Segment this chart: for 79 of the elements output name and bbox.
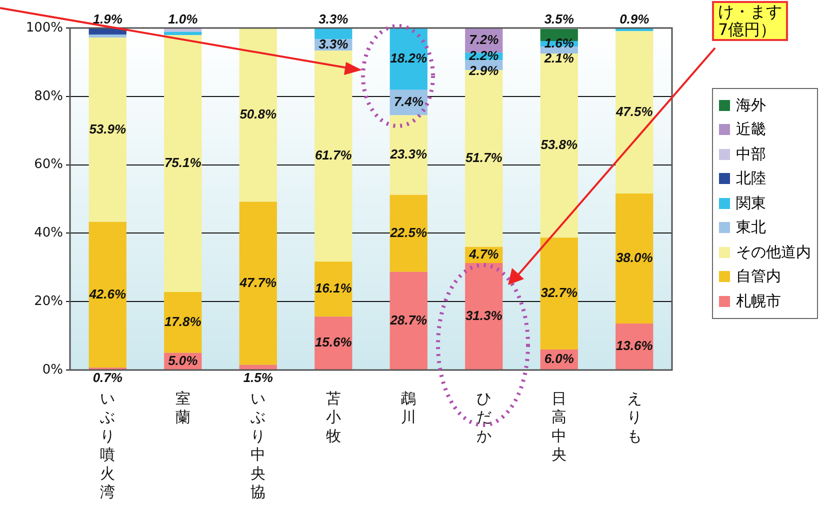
data-label: 3.3% [318,36,349,52]
bar [164,292,202,353]
data-label: 6.0% [544,351,574,366]
y-tick-label: 60% [34,157,63,172]
legend-label: 東北 [736,218,766,238]
data-label: 18.2% [390,50,428,66]
legend-label: 近畿 [736,120,766,140]
bar [616,194,654,324]
data-label: 23.3% [389,146,428,162]
bar [314,316,352,370]
data-label: 2.2% [468,48,500,63]
bar [239,364,277,370]
bar [314,262,352,317]
bar [540,54,578,238]
bar [540,238,578,350]
data-label: 7.4% [394,94,424,110]
bar [314,50,352,262]
legend-label: 中部 [736,144,766,164]
bar [239,202,277,365]
text: け・ます 7億円） [712,1,788,41]
bar [88,34,126,38]
legend-label: 海外 [736,96,766,115]
legend-label: 関東 [736,194,766,213]
data-label: 22.5% [389,224,428,240]
y-tick-label: 0% [42,362,63,378]
x-tick-label: 日高中央 [552,389,567,464]
data-label: 51.7% [465,150,503,166]
data-label: 13.6% [616,338,654,354]
data-label: 42.6% [88,286,126,302]
y-tick-label: 100% [26,20,63,36]
data-label: 1.9% [92,12,123,27]
bar [314,28,352,40]
x-tick-label: 鵡川 [401,389,416,426]
data-label: 5.0% [168,352,198,368]
bar [88,38,126,222]
data-label: 61.7% [314,148,352,163]
y-tick-label: 40% [34,226,63,241]
data-label: 15.6% [314,334,352,350]
bar [164,35,202,292]
legend-label: その他道内 [736,242,811,262]
legend-label: 札幌市 [736,292,781,311]
data-label: 16.1% [314,280,352,296]
bar [390,272,428,370]
data-label: 0.7% [92,370,123,386]
data-label: 75.1% [164,155,202,170]
data-label: 38.0% [616,250,654,266]
y-tick-label: 20% [34,294,63,309]
data-label: 47.5% [614,104,654,119]
data-label: 47.7% [238,274,277,290]
x-tick-label: いぶり中央協 [250,389,266,502]
data-label: 4.7% [468,246,500,262]
bar [88,222,126,368]
data-label: 50.8% [240,106,277,122]
x-tick-label: 室蘭 [175,389,190,426]
data-label: 17.8% [164,314,202,330]
data-label: 2.1% [543,50,574,66]
data-label: 32.7% [540,285,578,300]
x-tick-label: ひだか [476,389,492,445]
y-tick-label: 80% [34,88,63,104]
legend-label: 北陸 [736,169,766,188]
x-tick-label: えりも [626,389,642,445]
data-label: 2.9% [468,62,500,78]
data-label: 1.5% [243,370,274,386]
bar [390,194,428,272]
data-label: 1.0% [168,12,198,27]
bar [465,262,503,370]
data-label: 53.8% [540,137,578,152]
data-label: 7.2% [469,32,500,47]
data-label: 53.9% [89,121,126,136]
data-label: 0.9% [620,12,650,27]
legend-label: 自管内 [736,267,781,286]
data-label: 3.5% [544,12,574,27]
bar [239,28,277,202]
bar [616,31,654,194]
data-label: 3.3% [318,12,349,27]
data-label: 28.7% [389,312,428,328]
x-tick-label: 苫小牧 [326,389,341,445]
data-label: 31.3% [465,308,503,323]
x-tick-label: いぶり噴火湾 [100,389,116,502]
